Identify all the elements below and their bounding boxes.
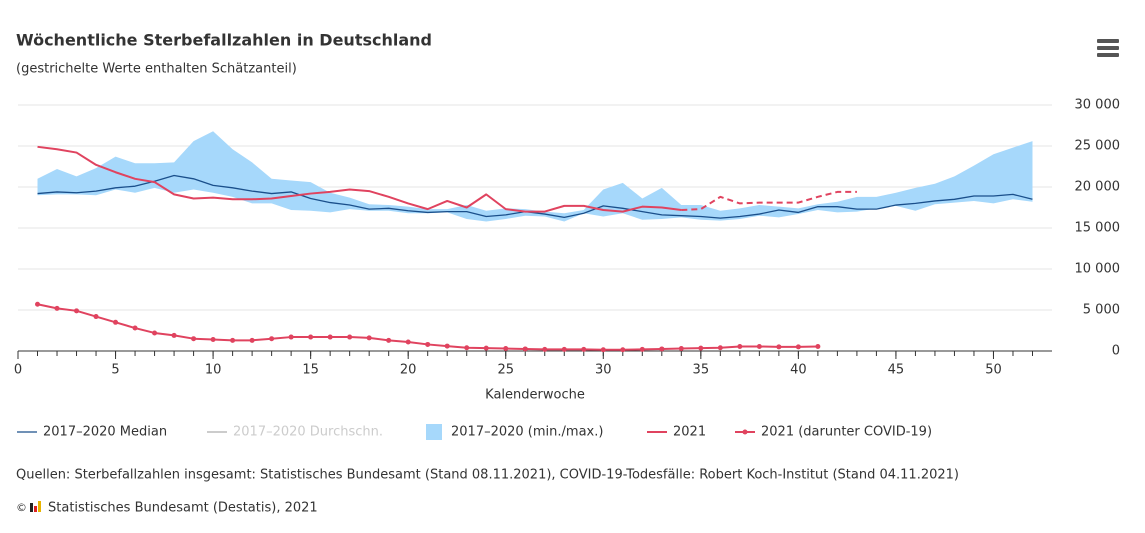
chart-title: Wöchentliche Sterbefallzahlen in Deutsch… — [16, 31, 432, 50]
marker — [288, 334, 294, 340]
marker — [444, 343, 450, 349]
marker — [35, 301, 41, 307]
marker — [678, 346, 684, 352]
legend-label: 2021 — [673, 425, 706, 440]
marker — [639, 346, 645, 352]
marker — [522, 346, 528, 352]
marker — [347, 334, 353, 340]
legend-item[interactable]: 2021 — [647, 425, 706, 440]
marker — [659, 346, 665, 352]
legend-label: 2017–2020 (min./max.) — [451, 425, 603, 440]
marker — [756, 343, 762, 349]
line-2021-estimated — [681, 190, 857, 211]
x-tick-label: 0 — [14, 363, 22, 378]
marker — [171, 332, 177, 338]
logo — [30, 501, 41, 512]
x-tick-label: 50 — [985, 363, 1002, 378]
x-tick-label: 20 — [400, 363, 417, 378]
marker — [269, 336, 275, 342]
marker — [54, 305, 60, 311]
marker — [425, 341, 431, 347]
marker — [483, 345, 489, 351]
marker — [249, 337, 255, 343]
y-tick-label: 5 000 — [1083, 303, 1120, 318]
range-area — [37, 131, 1033, 222]
legend-swatch — [426, 424, 442, 440]
y-tick-label: 25 000 — [1075, 139, 1121, 154]
marker — [503, 346, 509, 352]
x-tick-label: 10 — [205, 363, 222, 378]
x-tick-label: 40 — [790, 363, 807, 378]
x-tick-label: 15 — [302, 363, 319, 378]
copyright-symbol: © — [16, 501, 27, 514]
marker — [327, 334, 333, 340]
marker — [717, 345, 723, 351]
legend-label: 2017–2020 Durchschn. — [233, 425, 383, 440]
marker — [386, 337, 392, 343]
marker — [113, 319, 119, 325]
source: Quellen: Sterbefallzahlen insgesamt: Sta… — [16, 468, 959, 483]
x-tick-label: 35 — [693, 363, 710, 378]
marker — [698, 345, 704, 351]
marker — [542, 346, 548, 352]
marker — [74, 308, 80, 314]
marker — [464, 345, 470, 351]
y-tick-label: 20 000 — [1075, 180, 1121, 195]
legend-item[interactable]: 2017–2020 Median — [17, 425, 167, 440]
line-2021 — [37, 145, 682, 213]
marker — [93, 314, 99, 320]
marker — [132, 325, 138, 331]
legend-item[interactable]: 2017–2020 Durchschn. — [207, 425, 383, 440]
marker — [191, 336, 197, 342]
marker — [405, 339, 411, 345]
marker — [230, 337, 236, 343]
marker — [152, 330, 158, 336]
marker — [776, 344, 782, 350]
marker — [210, 337, 216, 343]
marker — [366, 335, 372, 341]
marker — [815, 343, 821, 349]
marker — [561, 346, 567, 352]
marker — [737, 343, 743, 349]
y-tick-label: 30 000 — [1075, 98, 1121, 113]
x-tick-label: 25 — [497, 363, 514, 378]
x-axis-label: Kalenderwoche — [485, 388, 585, 403]
y-tick-label: 0 — [1112, 344, 1120, 359]
legend-label: 2017–2020 Median — [43, 425, 167, 440]
marker — [620, 347, 626, 353]
x-tick-label: 45 — [888, 363, 905, 378]
line — [37, 174, 1033, 219]
marker — [308, 334, 314, 340]
legend-marker — [742, 429, 748, 435]
copyright: Statistisches Bundesamt (Destatis), 2021 — [48, 501, 318, 516]
y-tick-label: 10 000 — [1075, 262, 1121, 277]
x-tick-label: 5 — [111, 363, 119, 378]
legend-item[interactable]: 2021 (darunter COVID-19) — [735, 425, 932, 440]
menu-button[interactable] — [1097, 39, 1119, 57]
x-tick-label: 30 — [595, 363, 612, 378]
chart-subtitle: (gestrichelte Werte enthalten Schätzante… — [16, 62, 297, 77]
legend-item[interactable]: 2017–2020 (min./max.) — [426, 424, 603, 440]
marker — [600, 347, 606, 353]
marker — [795, 344, 801, 350]
legend-label: 2021 (darunter COVID-19) — [761, 425, 932, 440]
y-tick-label: 15 000 — [1075, 221, 1121, 236]
marker — [581, 346, 587, 352]
